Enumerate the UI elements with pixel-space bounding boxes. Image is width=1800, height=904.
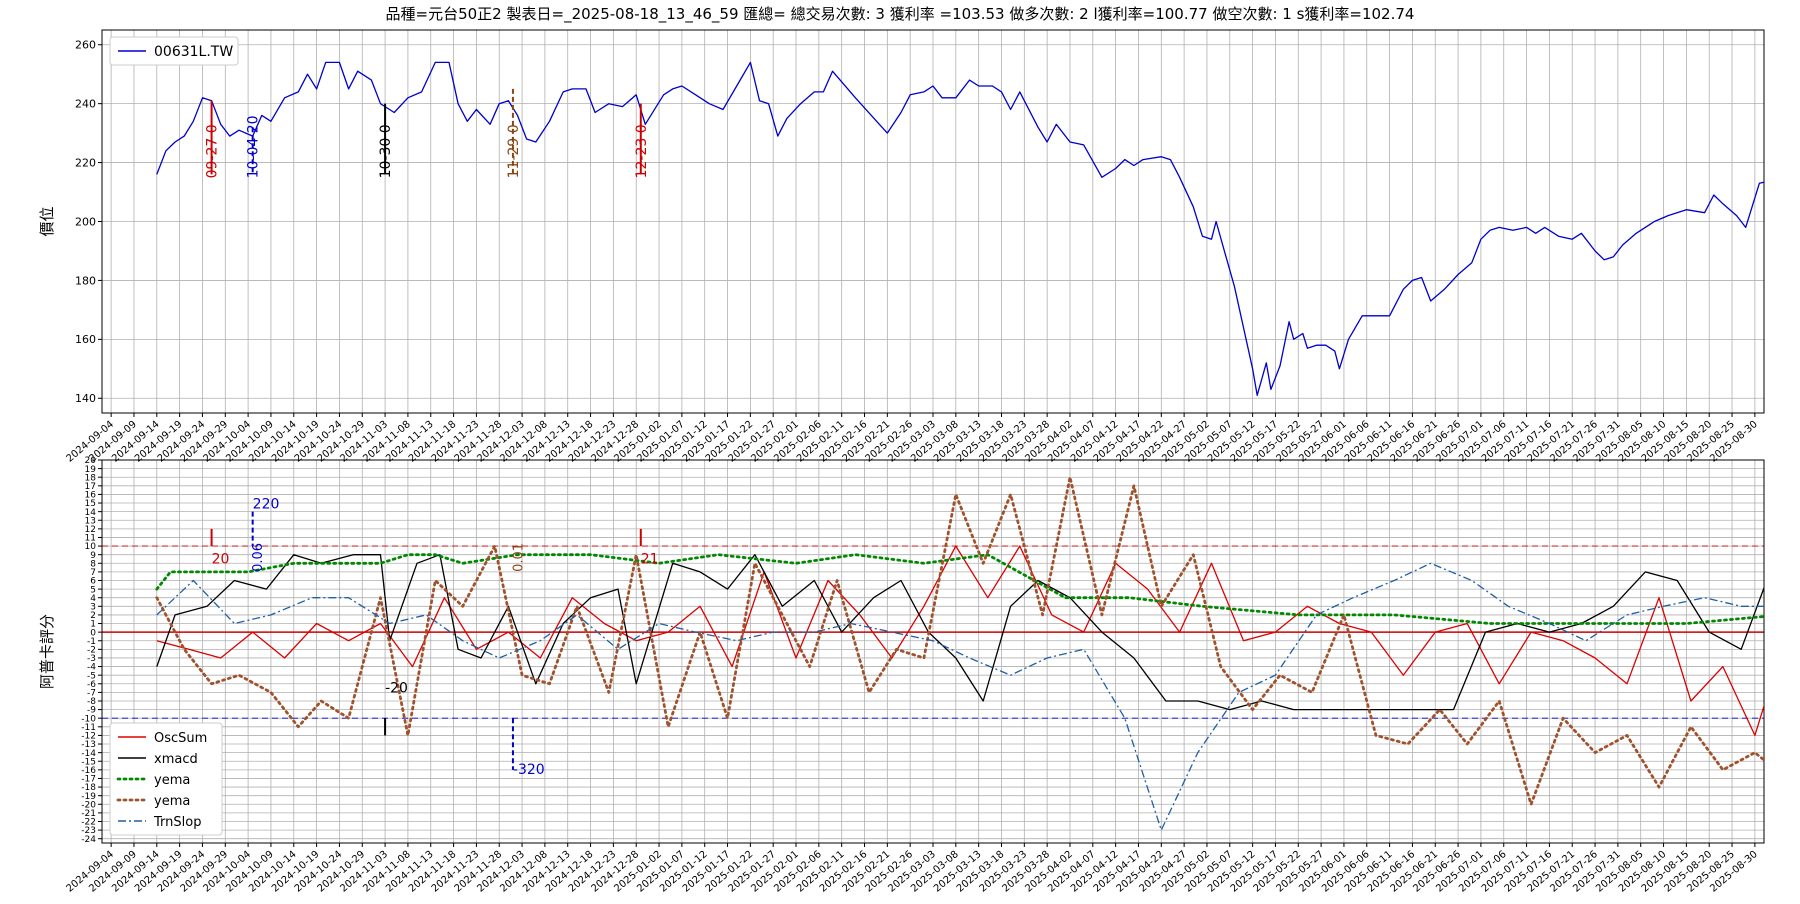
y-tick-label: -2 xyxy=(87,645,96,655)
y-tick-label: 2 xyxy=(90,611,96,621)
y-tick-label: 180 xyxy=(75,274,96,287)
legend: OscSum xmacd yema yema TrnSlop xyxy=(109,722,223,836)
annotation-label: 21 xyxy=(641,551,659,567)
y-tick-label: 14 xyxy=(85,508,97,518)
y-tick-label: 260 xyxy=(75,39,96,52)
y-tick-label: -5 xyxy=(87,671,96,681)
series-line-yema xyxy=(155,553,1764,625)
y-tick-label: 3 xyxy=(90,602,96,612)
y-tick-label: -13 xyxy=(81,740,96,750)
grid-lines xyxy=(102,30,1764,413)
y-axis-label: 阿普卡評分 xyxy=(38,614,56,689)
y-tick-label: 16 xyxy=(85,491,97,501)
y-tick-label: -14 xyxy=(81,749,96,759)
y-tick-label: -9 xyxy=(87,706,96,716)
y-tick-label: -21 xyxy=(81,809,96,819)
legend-entry: OscSum xyxy=(154,731,207,746)
legend-box xyxy=(109,36,239,66)
legend-entry: xmacd xyxy=(154,752,198,767)
y-tick-label: -12 xyxy=(81,732,96,742)
annotation-label: -320 xyxy=(513,762,545,778)
y-tick-label: 200 xyxy=(75,215,96,228)
y-tick-label: 240 xyxy=(75,98,96,111)
y-tick-label: 6 xyxy=(90,577,96,587)
series-group xyxy=(155,475,1764,831)
y-tick-label: -22 xyxy=(81,818,96,828)
y-tick-label: 1 xyxy=(90,620,96,630)
legend-entry: yema xyxy=(154,794,190,809)
legend: 00631L.TW xyxy=(109,36,239,66)
price-panel: 1401601802002202402602024-09-042024-09-0… xyxy=(38,29,1765,465)
series-line-oscsum xyxy=(156,545,1764,737)
y-tick-label: -17 xyxy=(81,775,96,785)
y-tick-label: 5 xyxy=(90,585,96,595)
series-line-xmacd xyxy=(156,554,1764,711)
y-tick-label: -15 xyxy=(81,757,96,767)
y-tick-label: -20 xyxy=(81,800,96,810)
annotation-label: -20 xyxy=(385,680,408,696)
annotation-label: 11-29 0 xyxy=(506,124,522,178)
annotation-label: 12-23 0 xyxy=(634,124,650,178)
series-line-yema xyxy=(155,475,1764,806)
y-tick-label: 140 xyxy=(75,392,96,405)
series-line-00631l-tw xyxy=(156,61,1764,396)
legend-box xyxy=(109,722,223,836)
annotation-label: 10-04 20 xyxy=(246,115,262,178)
y-tick-label: -19 xyxy=(81,792,96,802)
grid-lines xyxy=(102,459,1764,843)
y-tick-label: 19 xyxy=(85,465,97,475)
y-tick-label: -1 xyxy=(87,637,96,647)
y-tick-label: -7 xyxy=(87,689,96,699)
annotation-label: 0.06 xyxy=(251,543,266,572)
series-group xyxy=(156,61,1764,396)
annotation-label: 220 xyxy=(253,497,280,513)
y-tick-label: -24 xyxy=(81,835,96,845)
score-panel: -24-23-22-21-20-19-18-17-16-15-14-13-12-… xyxy=(38,456,1765,895)
y-tick-label: -8 xyxy=(87,697,96,707)
y-tick-label: 12 xyxy=(85,525,96,535)
y-tick-label: -4 xyxy=(87,663,96,673)
y-tick-label: 10 xyxy=(85,542,97,552)
y-tick-label: -16 xyxy=(81,766,96,776)
y-tick-label: 0 xyxy=(90,628,96,638)
y-tick-label: -23 xyxy=(81,826,96,836)
y-tick-label: 13 xyxy=(85,516,96,526)
y-tick-label: -18 xyxy=(81,783,96,793)
legend-entry: 00631L.TW xyxy=(154,44,233,60)
y-tick-label: 9 xyxy=(90,551,96,561)
y-tick-label: 220 xyxy=(75,156,96,169)
annotation-label: 10-30 0 xyxy=(378,124,394,178)
annotation-label: 09-27 0 xyxy=(205,124,221,178)
y-tick-label: 8 xyxy=(90,559,96,569)
y-tick-label: -3 xyxy=(87,654,96,664)
y-axis-label: 價位 xyxy=(38,206,56,236)
figure-title: 品種=元台50正2 製表日=_2025-08-18_13_46_59 匯總= 總… xyxy=(386,5,1415,24)
y-tick-label: 7 xyxy=(90,568,96,578)
y-tick-label: -6 xyxy=(87,680,96,690)
y-tick-label: 4 xyxy=(90,594,96,604)
y-tick-label: 18 xyxy=(85,473,97,483)
y-tick-label: 15 xyxy=(85,499,96,509)
y-tick-label: 20 xyxy=(85,456,97,466)
y-tick-label: 17 xyxy=(85,482,96,492)
y-tick-label: 160 xyxy=(75,333,96,346)
y-tick-label: 11 xyxy=(85,534,96,544)
series-line-trnslop xyxy=(156,562,1764,831)
legend-entry: yema xyxy=(154,773,190,788)
annotation-label: 0.01 xyxy=(512,543,527,572)
annotation-label: 20 xyxy=(212,551,230,567)
y-tick-label: -11 xyxy=(81,723,96,733)
y-tick-label: -10 xyxy=(81,714,96,724)
legend-entry: TrnSlop xyxy=(153,815,201,830)
